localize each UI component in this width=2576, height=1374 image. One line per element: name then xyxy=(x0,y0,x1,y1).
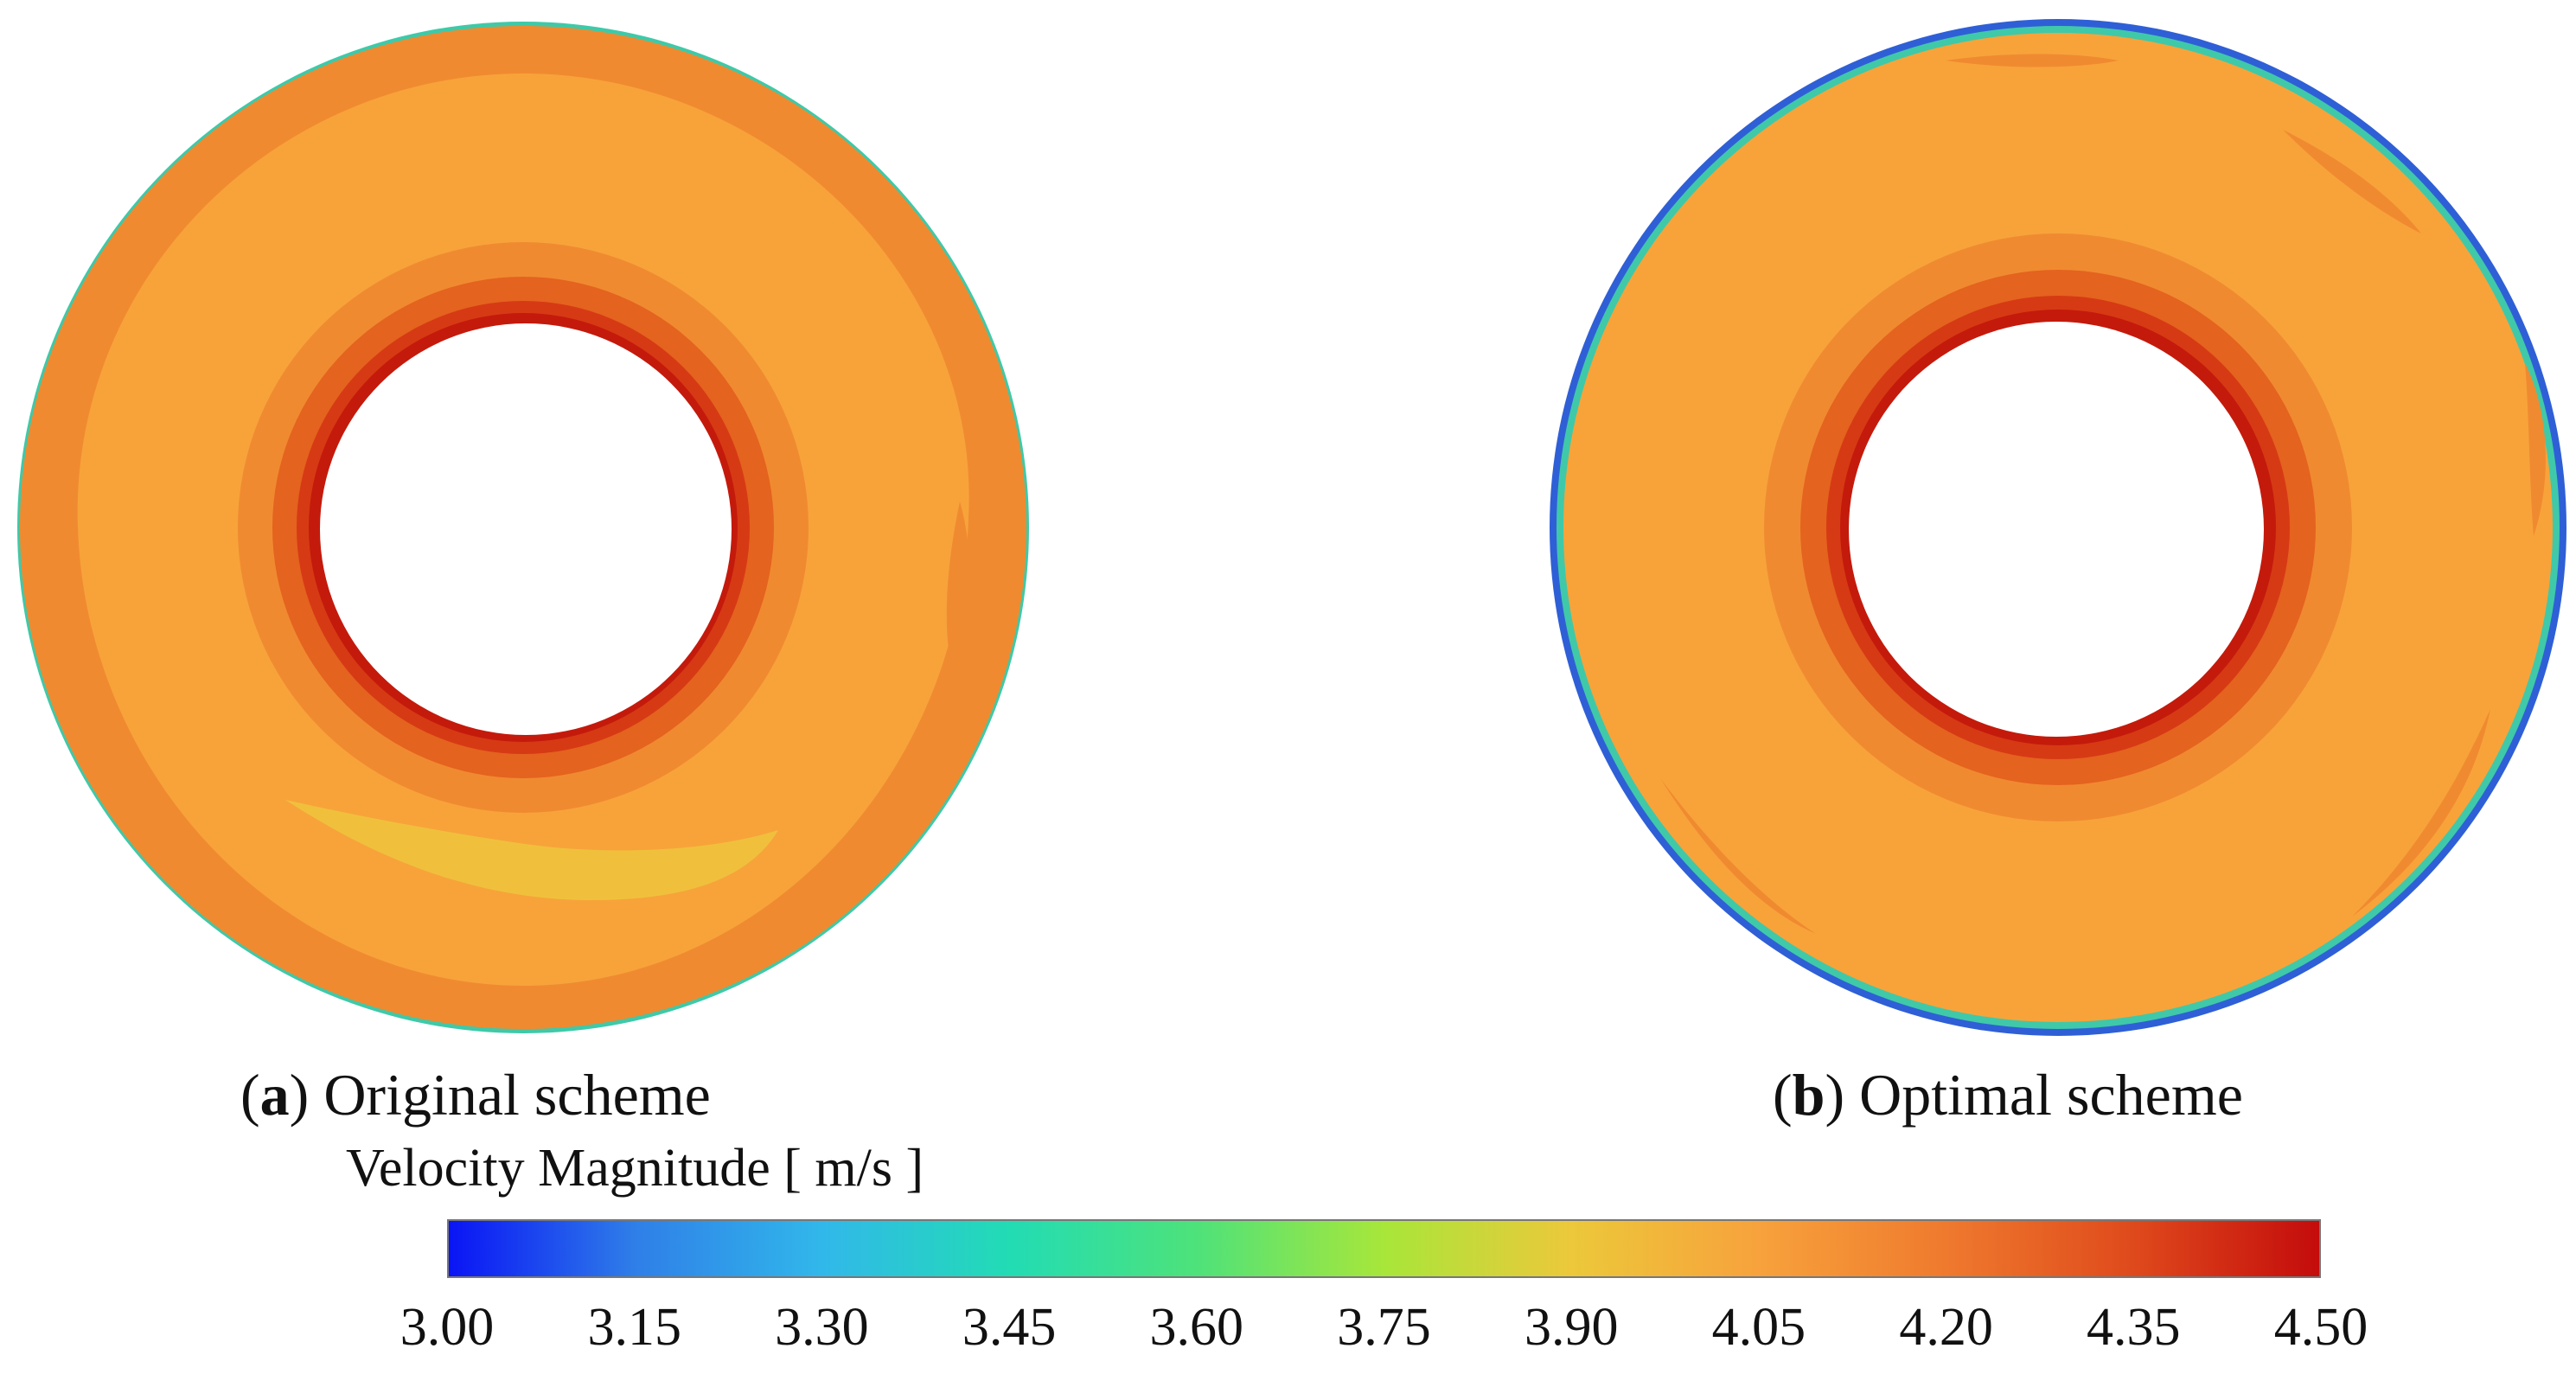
colorbar-tick-label: 4.35 xyxy=(2087,1298,2181,1357)
colorbar-title: Velocity Magnitude [ m/s ] xyxy=(346,1139,924,1198)
panel-a-blob-right xyxy=(946,502,969,666)
panel-a-blob-bottom xyxy=(458,990,536,1012)
panel-b-blob-upper-right xyxy=(2283,130,2421,233)
colorbar-tick-label: 3.15 xyxy=(587,1298,681,1357)
panel-a-ring xyxy=(17,22,1029,1033)
panel-b-letter: b xyxy=(1792,1062,1825,1128)
panel-b-hole xyxy=(1849,322,2264,737)
panel-b-ring xyxy=(1550,19,2566,1036)
panel-b-caption: (b) Optimal scheme xyxy=(1773,1062,2243,1128)
colorbar-tick-label: 3.75 xyxy=(1337,1298,1431,1357)
panel-b-blob-right xyxy=(2525,363,2546,536)
panel-a-caption: (a) Original scheme xyxy=(240,1062,711,1128)
colorbar-tick-label: 4.50 xyxy=(2273,1298,2368,1357)
colorbar-tick-label: 3.30 xyxy=(775,1298,869,1357)
panel-a-letter: a xyxy=(259,1062,290,1128)
panel-b-label: Optimal scheme xyxy=(1859,1062,2243,1128)
colorbar-tick-label: 3.90 xyxy=(1524,1298,1619,1357)
panel-a-label: Original scheme xyxy=(323,1062,711,1128)
panel-a-blob-left xyxy=(52,709,225,899)
colorbar-tick-label: 3.60 xyxy=(1149,1298,1244,1357)
colorbar-tick-label: 4.20 xyxy=(1899,1298,1993,1357)
colorbar-tick-label: 3.45 xyxy=(962,1298,1057,1357)
colorbar-tick-label: 3.00 xyxy=(400,1298,495,1357)
colorbar-tick-label: 4.05 xyxy=(1711,1298,1806,1357)
panel-a-hole xyxy=(320,323,732,735)
colorbar xyxy=(447,1219,2321,1278)
panel-a-pale-zone xyxy=(285,800,778,901)
panel-b-blob-top xyxy=(1946,54,2119,67)
